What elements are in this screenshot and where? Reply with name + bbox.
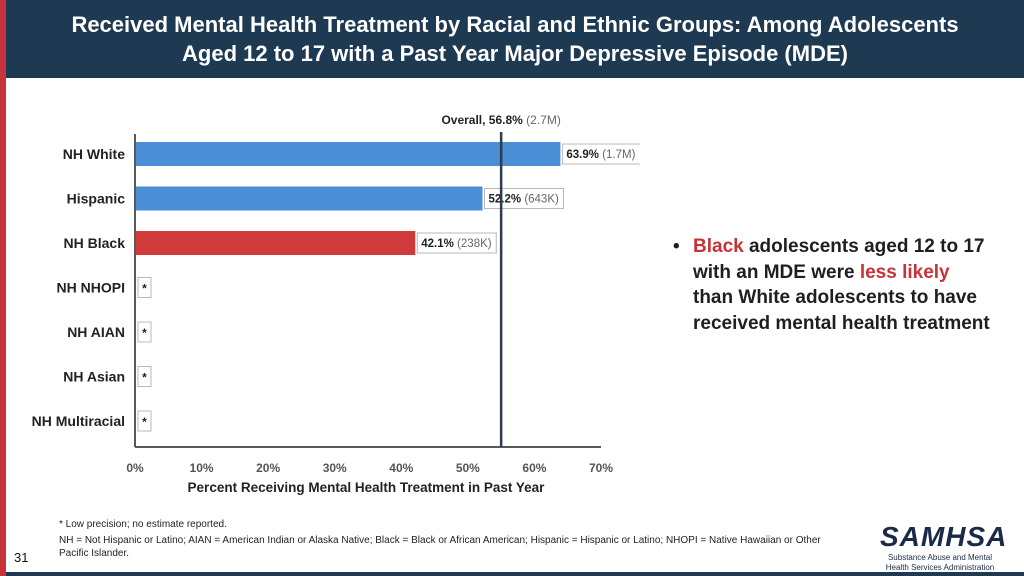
bar (136, 231, 416, 255)
data-label-count: (1.7M) (602, 149, 635, 161)
highlight-black: Black (693, 236, 744, 257)
category-label: NH Multiracial (32, 413, 125, 429)
bullet-marker: • (673, 236, 680, 257)
slide-title: Received Mental Health Treatment by Raci… (71, 12, 959, 66)
low-precision-box (137, 410, 152, 432)
overall-label-count: (2.7M) (526, 113, 561, 127)
bar (136, 142, 561, 166)
x-tick-label: 30% (323, 461, 347, 475)
data-label: 42.1% (238K) (421, 238, 491, 250)
bottom-divider (6, 572, 1024, 576)
data-label-count: (643K) (524, 194, 559, 206)
logo-tagline: Substance Abuse and Mental Health Servic… (885, 553, 995, 572)
bullet-text-part: than White adolescents to have received … (693, 287, 990, 334)
low-precision-box (137, 277, 152, 298)
category-label: NH AIAN (67, 324, 125, 340)
key-finding-bullet: • Black adolescents aged 12 to 17 with a… (673, 234, 993, 336)
low-precision-marker: * (142, 326, 147, 340)
data-label-box (484, 188, 565, 209)
low-precision-marker: * (142, 371, 147, 385)
overall-label: Overall, 56.8% (2.7M) (441, 113, 560, 127)
x-tick-label: 20% (256, 461, 280, 475)
x-tick-label: 0% (126, 461, 144, 475)
data-label-pct: 52.2% (489, 194, 525, 206)
bullet-text: Black adolescents aged 12 to 17 with an … (693, 234, 993, 336)
bar (136, 186, 483, 211)
data-label-count: (238K) (457, 238, 492, 250)
bar-chart: NH White 63.9% (1.7M) Hispanic 52.2% (643K)… (32, 113, 640, 495)
highlight-less-likely: less likely (859, 261, 950, 283)
x-tick-label: 40% (389, 461, 413, 475)
x-tick-label: 70% (589, 461, 613, 475)
title-banner: Received Mental Health Treatment by Raci… (6, 0, 1024, 78)
category-label: NH NHOPI (57, 280, 125, 296)
data-label-box (561, 143, 640, 165)
low-precision-marker: * (142, 415, 147, 429)
data-label: 63.9% (1.7M) (566, 149, 635, 161)
low-precision-box (137, 321, 152, 343)
logo-wordmark: SAMHSA (880, 521, 1008, 552)
x-tick-label: 10% (190, 461, 214, 475)
samhsa-logo: SAMHSA Substance Abuse and Mental Health… (880, 521, 1008, 573)
category-label: NH White (63, 146, 125, 162)
footnote-abbreviations: NH = Not Hispanic or Latino; AIAN = Amer… (59, 535, 821, 559)
page-number: 31 (14, 550, 29, 565)
data-label: 52.2% (643K) (489, 194, 559, 206)
x-tick-label: 60% (522, 461, 546, 475)
x-axis-title: Percent Receiving Mental Health Treatmen… (188, 480, 546, 495)
low-precision-box (137, 366, 152, 387)
data-label-box (416, 232, 497, 254)
data-label-pct: 63.9% (566, 149, 602, 161)
data-label-pct: 42.1% (421, 238, 457, 250)
low-precision-marker: * (142, 282, 147, 296)
category-label: Hispanic (67, 191, 126, 207)
category-label: NH Asian (63, 369, 125, 385)
bullet-text-part: adolescents aged 12 to 17 with an MDE we… (693, 236, 985, 283)
category-label: NH Black (64, 235, 126, 251)
left-accent-bar (0, 0, 6, 576)
footnote-low-precision: * Low precision; no estimate reported. (59, 519, 227, 530)
overall-label-pct: Overall, 56.8% (441, 113, 526, 127)
x-tick-label: 50% (456, 461, 480, 475)
